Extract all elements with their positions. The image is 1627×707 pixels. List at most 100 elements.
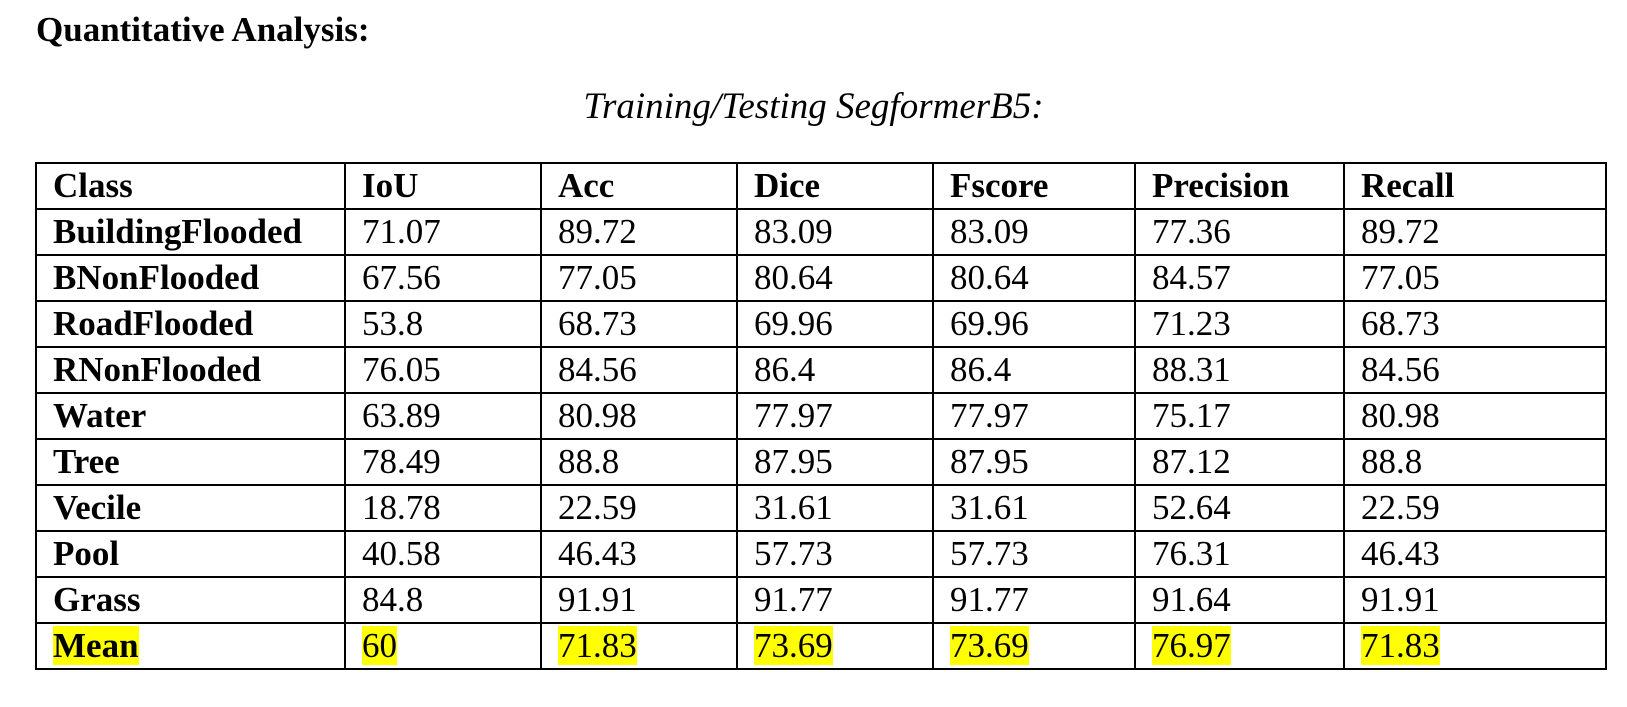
header-row: Class IoU Acc Dice Fscore Precision Reca… xyxy=(35,162,1607,210)
table-caption: Training/Testing SegformerB5: xyxy=(583,86,1044,127)
table-header: Class IoU Acc Dice Fscore Precision Reca… xyxy=(35,162,1607,210)
table-row: BuildingFlooded 71.07 89.72 83.09 83.09 77.36… xyxy=(35,208,1607,256)
highlighted-text: 76.97 xyxy=(1152,626,1231,665)
cell-dice: 83.09 xyxy=(736,208,934,256)
cell-precision: 76.31 xyxy=(1134,530,1345,578)
cell-dice: 86.4 xyxy=(736,346,934,394)
cell-precision: 87.12 xyxy=(1134,438,1345,486)
cell-class: BuildingFlooded xyxy=(35,208,346,256)
table-row: RoadFlooded 53.8 68.73 69.96 69.96 71.23 68.73 xyxy=(35,300,1607,348)
cell-iou: 18.78 xyxy=(344,484,542,532)
cell-acc: 22.59 xyxy=(540,484,738,532)
cell-recall: 77.05 xyxy=(1343,254,1607,302)
cell-class: Vecile xyxy=(35,484,346,532)
cell-recall: 22.59 xyxy=(1343,484,1607,532)
highlighted-text: 60 xyxy=(362,626,397,665)
cell-fscore: 87.95 xyxy=(932,438,1136,486)
cell-iou: 78.49 xyxy=(344,438,542,486)
cell-iou: 67.56 xyxy=(344,254,542,302)
mean-cell-recall: 71.83 xyxy=(1343,622,1607,670)
results-table: Class IoU Acc Dice Fscore Precision Reca… xyxy=(35,162,1607,670)
mean-cell-iou: 60 xyxy=(344,622,542,670)
cell-precision: 91.64 xyxy=(1134,576,1345,624)
table-body: BuildingFlooded 71.07 89.72 83.09 83.09 77.36… xyxy=(35,208,1607,624)
mean-cell-class: Mean xyxy=(35,622,346,670)
cell-iou: 84.8 xyxy=(344,576,542,624)
mean-cell-precision: 76.97 xyxy=(1134,622,1345,670)
cell-recall: 80.98 xyxy=(1343,392,1607,440)
table-row: Water 63.89 80.98 77.97 77.97 75.17 80.98 xyxy=(35,392,1607,440)
highlighted-text: 73.69 xyxy=(754,626,833,665)
table-row: Grass 84.8 91.91 91.77 91.77 91.64 91.91 xyxy=(35,576,1607,624)
column-header-precision: Precision xyxy=(1134,162,1345,210)
column-header-acc: Acc xyxy=(540,162,738,210)
cell-fscore: 77.97 xyxy=(932,392,1136,440)
cell-precision: 84.57 xyxy=(1134,254,1345,302)
cell-iou: 76.05 xyxy=(344,346,542,394)
mean-cell-dice: 73.69 xyxy=(736,622,934,670)
cell-recall: 46.43 xyxy=(1343,530,1607,578)
cell-fscore: 57.73 xyxy=(932,530,1136,578)
column-header-iou: IoU xyxy=(344,162,542,210)
cell-recall: 91.91 xyxy=(1343,576,1607,624)
cell-fscore: 83.09 xyxy=(932,208,1136,256)
cell-recall: 89.72 xyxy=(1343,208,1607,256)
mean-cell-acc: 71.83 xyxy=(540,622,738,670)
table-row: Tree 78.49 88.8 87.95 87.95 87.12 88.8 xyxy=(35,438,1607,486)
cell-class: Tree xyxy=(35,438,346,486)
highlighted-text: 71.83 xyxy=(558,626,637,665)
cell-acc: 77.05 xyxy=(540,254,738,302)
cell-fscore: 86.4 xyxy=(932,346,1136,394)
mean-row: Mean 60 71.83 73.69 73.69 76.97 71.83 xyxy=(35,622,1607,670)
table-footer: Mean 60 71.83 73.69 73.69 76.97 71.83 xyxy=(35,622,1607,670)
column-header-recall: Recall xyxy=(1343,162,1607,210)
cell-class: Water xyxy=(35,392,346,440)
cell-precision: 71.23 xyxy=(1134,300,1345,348)
cell-acc: 84.56 xyxy=(540,346,738,394)
cell-fscore: 91.77 xyxy=(932,576,1136,624)
cell-class: RoadFlooded xyxy=(35,300,346,348)
cell-class: RNonFlooded xyxy=(35,346,346,394)
cell-acc: 46.43 xyxy=(540,530,738,578)
cell-acc: 89.72 xyxy=(540,208,738,256)
cell-recall: 88.8 xyxy=(1343,438,1607,486)
cell-dice: 77.97 xyxy=(736,392,934,440)
cell-dice: 80.64 xyxy=(736,254,934,302)
cell-fscore: 31.61 xyxy=(932,484,1136,532)
cell-class: Grass xyxy=(35,576,346,624)
cell-acc: 88.8 xyxy=(540,438,738,486)
cell-acc: 91.91 xyxy=(540,576,738,624)
section-heading: Quantitative Analysis: xyxy=(36,10,370,49)
cell-fscore: 80.64 xyxy=(932,254,1136,302)
cell-precision: 88.31 xyxy=(1134,346,1345,394)
cell-class: BNonFlooded xyxy=(35,254,346,302)
cell-iou: 63.89 xyxy=(344,392,542,440)
cell-dice: 87.95 xyxy=(736,438,934,486)
column-header-fscore: Fscore xyxy=(932,162,1136,210)
cell-dice: 57.73 xyxy=(736,530,934,578)
column-header-class: Class xyxy=(35,162,346,210)
table-row: RNonFlooded 76.05 84.56 86.4 86.4 88.31 84.56 xyxy=(35,346,1607,394)
cell-precision: 77.36 xyxy=(1134,208,1345,256)
cell-iou: 71.07 xyxy=(344,208,542,256)
table-row: Vecile 18.78 22.59 31.61 31.61 52.64 22.59 xyxy=(35,484,1607,532)
highlighted-text: Mean xyxy=(53,626,139,665)
table-row: Pool 40.58 46.43 57.73 57.73 76.31 46.43 xyxy=(35,530,1607,578)
mean-cell-fscore: 73.69 xyxy=(932,622,1136,670)
cell-iou: 53.8 xyxy=(344,300,542,348)
cell-recall: 84.56 xyxy=(1343,346,1607,394)
cell-precision: 75.17 xyxy=(1134,392,1345,440)
highlighted-text: 73.69 xyxy=(950,626,1029,665)
cell-dice: 31.61 xyxy=(736,484,934,532)
cell-fscore: 69.96 xyxy=(932,300,1136,348)
table-row: BNonFlooded 67.56 77.05 80.64 80.64 84.57 77.0… xyxy=(35,254,1607,302)
cell-dice: 91.77 xyxy=(736,576,934,624)
cell-acc: 80.98 xyxy=(540,392,738,440)
cell-precision: 52.64 xyxy=(1134,484,1345,532)
cell-recall: 68.73 xyxy=(1343,300,1607,348)
cell-acc: 68.73 xyxy=(540,300,738,348)
cell-dice: 69.96 xyxy=(736,300,934,348)
cell-iou: 40.58 xyxy=(344,530,542,578)
column-header-dice: Dice xyxy=(736,162,934,210)
highlighted-text: 71.83 xyxy=(1361,626,1440,665)
